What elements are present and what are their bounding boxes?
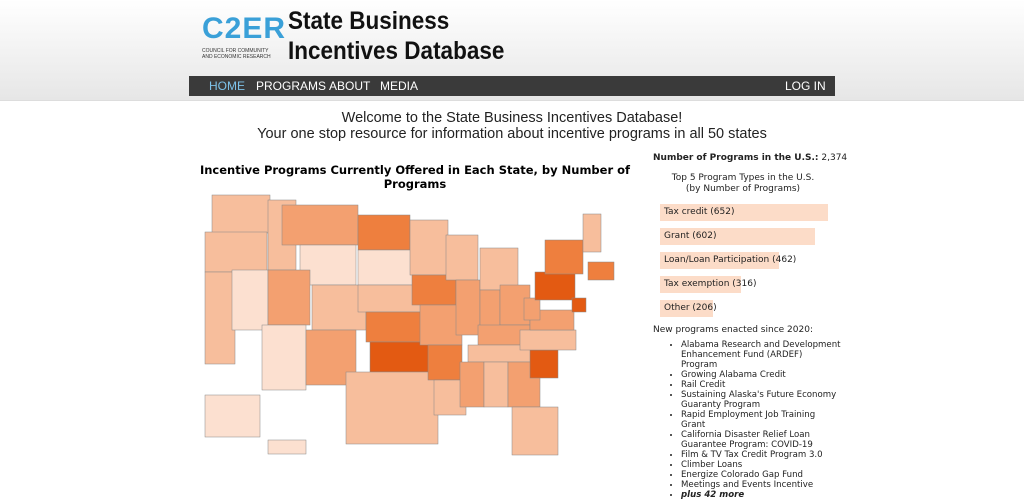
state	[231, 269, 269, 331]
state	[409, 219, 449, 276]
state	[211, 194, 271, 234]
header: C2ER COUNCIL FOR COMMUNITY AND ECONOMIC R…	[0, 0, 1024, 101]
state	[357, 214, 411, 251]
nav-link[interactable]: MEDIA	[380, 79, 419, 93]
title-line: State Business	[288, 7, 450, 35]
state	[455, 279, 481, 336]
new-program: Rail Credit	[681, 380, 841, 390]
new-program: Sustaining Alaska's Future Economy Guara…	[681, 390, 841, 410]
top5-title: Top 5 Program Types in the U.S. (by Numbe…	[653, 173, 833, 195]
program-type-bar: Loan/Loan Participation (462)	[660, 252, 796, 269]
program-type-bar: Tax credit (652)	[660, 204, 828, 221]
nav-link[interactable]: LOG IN	[785, 79, 826, 93]
welcome-line: Welcome to the State Business Incentives…	[341, 110, 683, 126]
sidebar: Number of Programs in the U.S.: 2,374 To…	[653, 153, 853, 500]
new-program: Energize Colorado Gap Fund	[681, 470, 841, 480]
new-program: Climber Loans	[681, 460, 841, 470]
site-title: State Business Incentives Database	[288, 6, 504, 66]
state	[204, 231, 268, 273]
state	[519, 329, 577, 351]
new-program-list: Alabama Research and Development Enhance…	[667, 340, 841, 500]
state	[261, 324, 307, 391]
state	[511, 406, 559, 456]
nav-bar: HOME PROGRAMS ABOUT MEDIA LOG IN	[189, 76, 835, 96]
state	[523, 297, 541, 321]
program-type-bar: Tax exemption (316)	[660, 276, 756, 293]
state	[427, 344, 463, 381]
page: C2ER COUNCIL FOR COMMUNITY AND ECONOMIC R…	[0, 0, 1024, 483]
program-type-bar: Other (206)	[660, 300, 717, 317]
top5-title-line: (by Number of Programs)	[685, 184, 801, 194]
state	[345, 371, 439, 445]
total-label: Number of Programs in the U.S.:	[653, 153, 819, 163]
logo-mark: C2ER	[202, 12, 287, 45]
nav-link[interactable]: ABOUT	[329, 79, 371, 93]
state	[267, 439, 307, 455]
state	[445, 234, 479, 281]
state	[419, 304, 463, 346]
map-title: Incentive Programs Currently Offered in …	[199, 163, 631, 191]
us-map	[204, 194, 615, 456]
welcome-line: Your one stop resource for information a…	[257, 126, 767, 142]
state	[571, 297, 587, 313]
more-text: plus 42 more	[681, 490, 745, 500]
new-program: Alabama Research and Development Enhance…	[681, 340, 841, 370]
logo[interactable]: C2ER COUNCIL FOR COMMUNITY AND ECONOMIC R…	[202, 12, 287, 60]
title-line: Incentives Database	[288, 37, 505, 65]
state	[357, 249, 415, 286]
state	[534, 271, 576, 301]
state	[311, 284, 367, 331]
state	[459, 361, 485, 408]
nav-link[interactable]: PROGRAMS	[256, 79, 327, 93]
state	[479, 289, 501, 329]
new-program: Meetings and Events Incentive	[681, 480, 841, 490]
new-program: Rapid Employment Job Training Grant	[681, 410, 841, 430]
state	[544, 239, 584, 275]
nav-link[interactable]: HOME	[209, 79, 245, 93]
state	[204, 394, 261, 438]
state	[369, 341, 435, 373]
total: Number of Programs in the U.S.: 2,374	[653, 153, 853, 163]
program-type-bar: Grant (602)	[660, 228, 816, 245]
state	[483, 361, 509, 408]
state	[587, 261, 615, 281]
new-program: Film & TV Tax Credit Program 3.0	[681, 450, 841, 460]
state	[267, 269, 311, 326]
state	[479, 247, 519, 291]
state	[582, 213, 602, 253]
new-title: New programs enacted since 2020:	[653, 325, 813, 335]
new-program: Growing Alabama Credit	[681, 370, 841, 380]
state	[365, 311, 429, 343]
new-program: California Disaster Relief Loan Guarante…	[681, 430, 841, 450]
top5-title-line: Top 5 Program Types in the U.S.	[671, 173, 815, 183]
total-value: 2,374	[821, 153, 848, 163]
state	[281, 204, 359, 246]
state	[529, 349, 559, 379]
state	[204, 271, 236, 365]
logo-subtitle: COUNCIL FOR COMMUNITY AND ECONOMIC RESEA…	[202, 48, 271, 60]
more-link: plus 42 more	[681, 490, 841, 500]
